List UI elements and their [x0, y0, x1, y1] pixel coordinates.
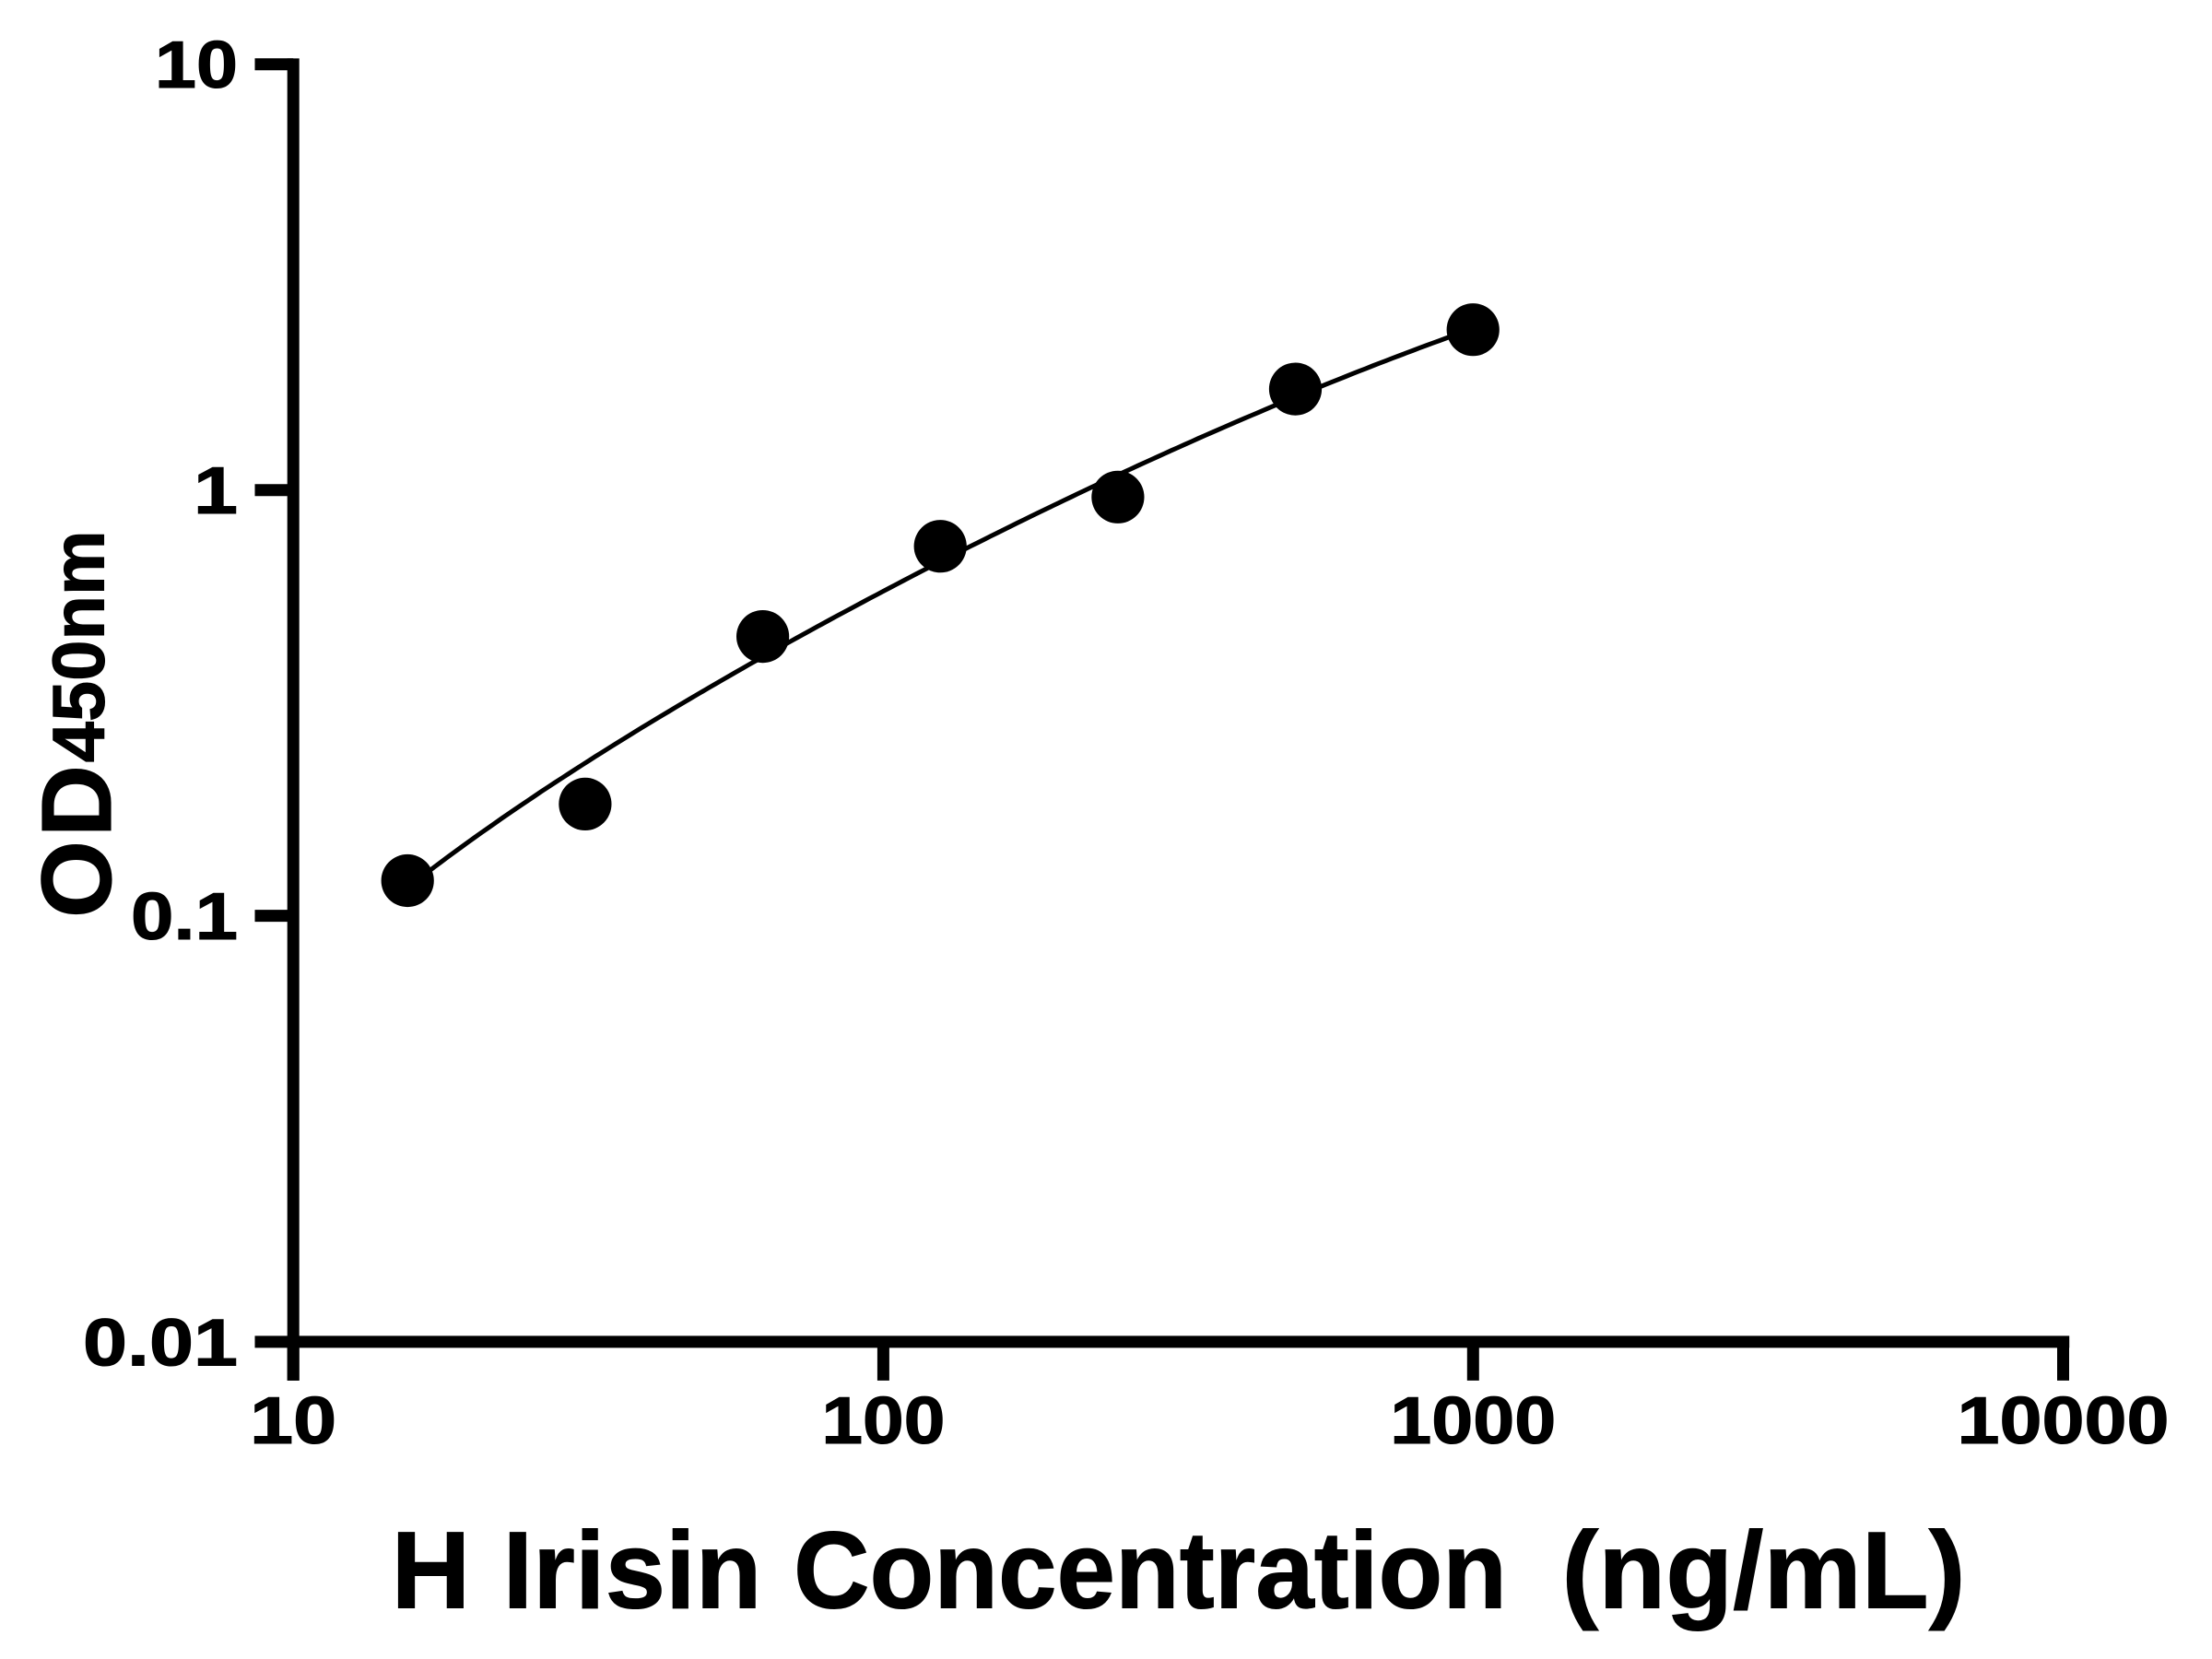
svg-text:1000: 1000: [1390, 1383, 1556, 1458]
svg-text:10000: 10000: [1958, 1383, 2170, 1458]
svg-text:0.01: 0.01: [83, 1305, 238, 1380]
svg-text:Concentration: Concentration: [794, 1510, 1507, 1632]
svg-text:Irisin: Irisin: [503, 1510, 762, 1632]
svg-text:OD450nm: OD450nm: [20, 530, 132, 918]
svg-text:H: H: [392, 1510, 471, 1632]
svg-text:100: 100: [821, 1383, 945, 1458]
svg-text:(ng/mL): (ng/mL): [1562, 1510, 1966, 1632]
svg-text:1: 1: [194, 453, 238, 528]
svg-text:10: 10: [155, 28, 238, 102]
svg-text:10: 10: [250, 1383, 336, 1458]
svg-text:0.1: 0.1: [131, 879, 238, 954]
